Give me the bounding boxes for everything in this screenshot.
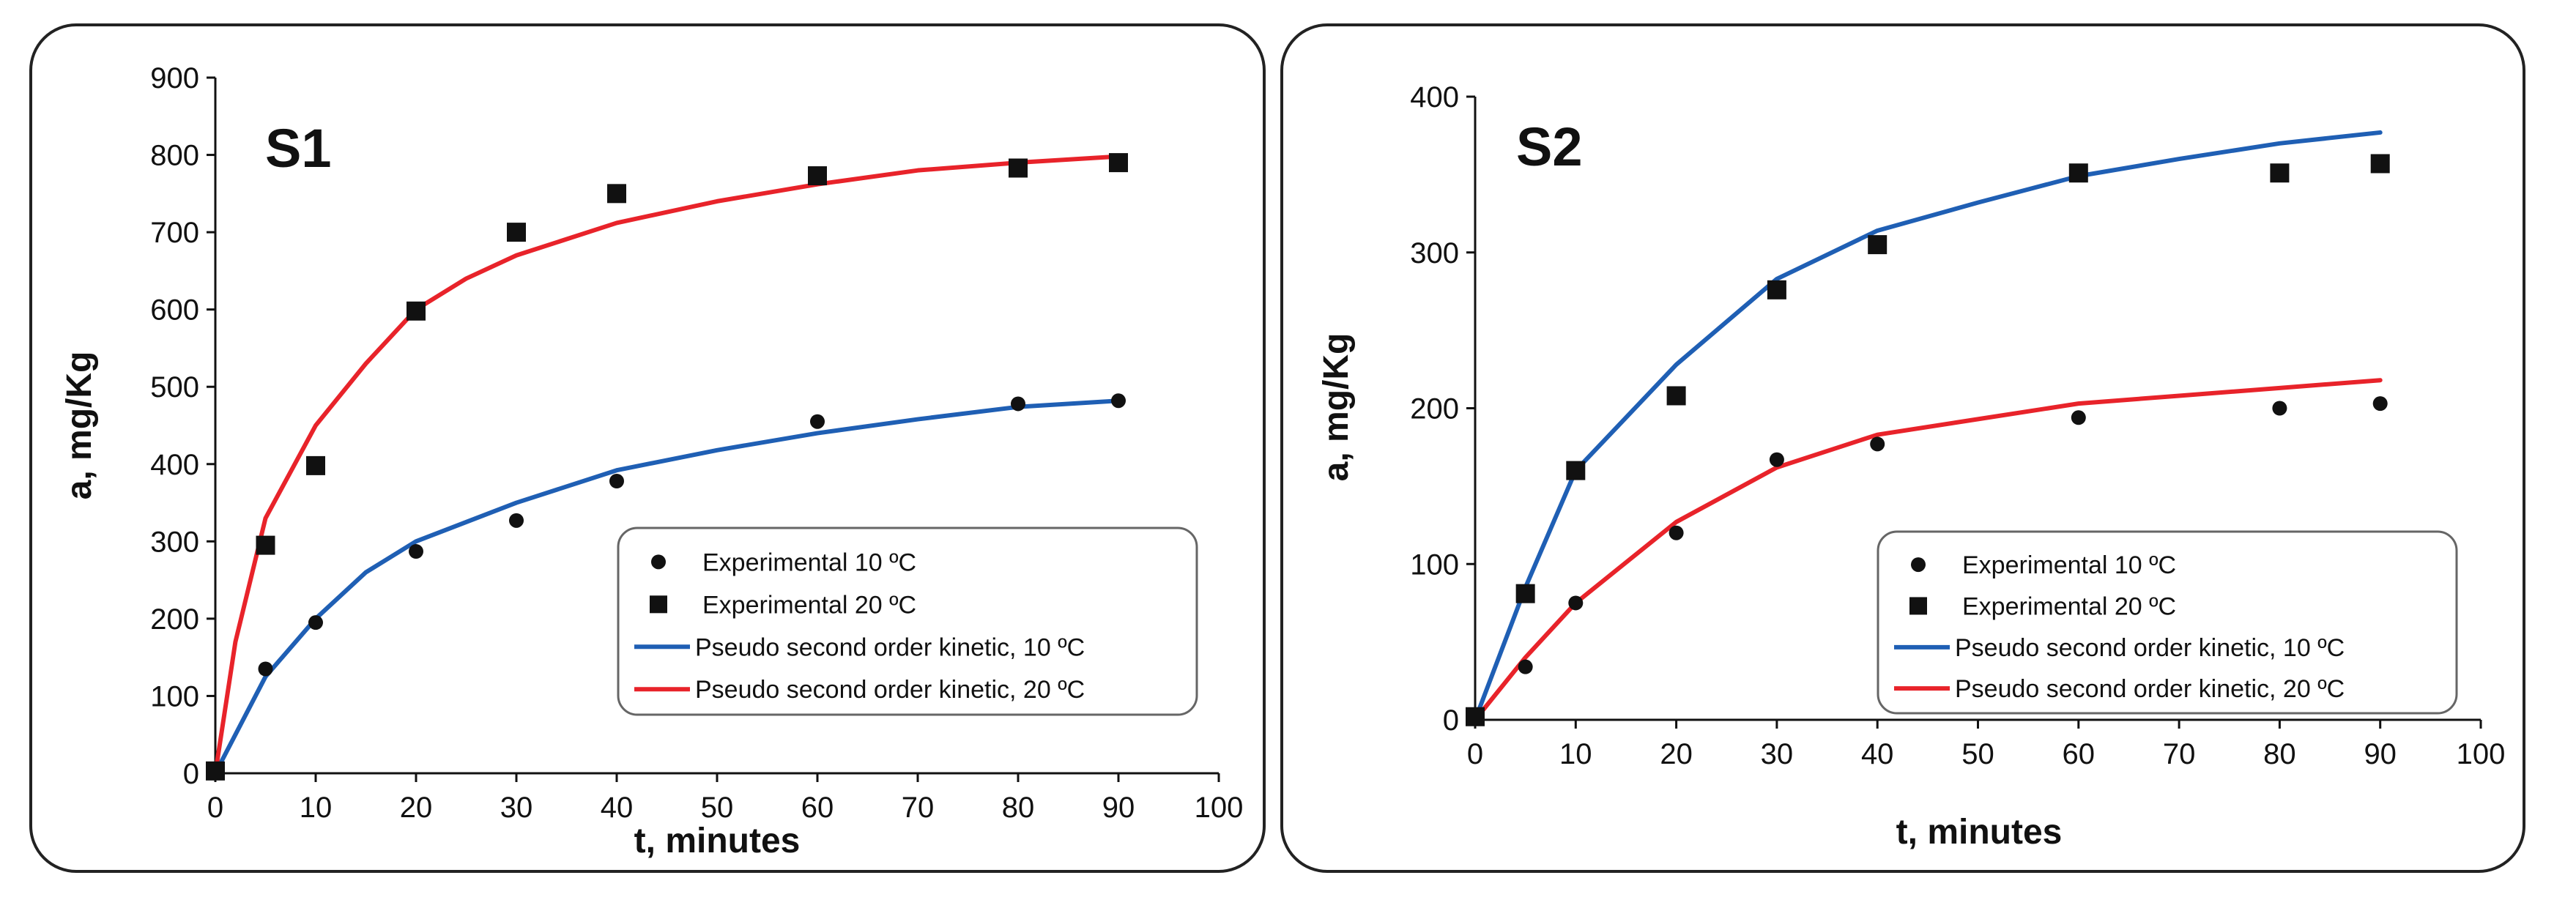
data-point-square (1666, 386, 1686, 406)
x-axis-title: t, minutes (1896, 813, 2063, 852)
y-tick-label: 200 (150, 603, 199, 636)
legend-box (1877, 530, 2458, 715)
y-tick-label: 0 (183, 758, 199, 790)
data-point-square (2270, 163, 2290, 183)
data-point-circle (1518, 659, 1533, 674)
legend-label: Pseudo second order kinetic, 10 ºC (695, 633, 1085, 661)
y-tick-label: 800 (150, 140, 199, 172)
chart-panel-s2: 0 10 20 30 40 50 60 70 80 90 100 0 100 200 300 400 t, mi… (1280, 23, 2525, 873)
data-point-circle (609, 474, 624, 488)
x-tick-label: 50 (701, 792, 734, 824)
legend-box (617, 526, 1198, 716)
legend-label: Pseudo second order kinetic, 20 ºC (695, 676, 1085, 704)
data-point-circle (1568, 595, 1584, 611)
data-point-square (206, 761, 225, 781)
x-tick-label: 0 (207, 792, 223, 824)
legend-label: Pseudo second order kinetic, 10 ºC (1955, 634, 2345, 662)
x-tick-label: 100 (1195, 792, 1244, 824)
panel-label-s1: S1 (265, 118, 332, 179)
y-tick-label: 400 (1410, 81, 1459, 114)
data-point-circle (509, 513, 524, 528)
x-tick-label: 90 (2364, 738, 2397, 770)
data-point-circle (1111, 393, 1126, 409)
y-tick-label: 0 (1443, 704, 1459, 737)
data-point-circle (2071, 410, 2086, 425)
data-point-square (2068, 163, 2088, 183)
legend-symbol-square (1909, 597, 1927, 615)
x-tick-label: 100 (2457, 738, 2506, 770)
y-tick-label: 600 (150, 294, 199, 327)
data-point-circle (1769, 452, 1784, 467)
x-tick-label: 70 (2163, 738, 2196, 770)
x-tick-label: 90 (1102, 792, 1135, 824)
data-point-square (507, 223, 526, 242)
panel-label-s2: S2 (1516, 116, 1583, 177)
x-tick-label: 60 (2063, 738, 2096, 770)
data-point-circle (2372, 396, 2388, 412)
x-tick-label: 40 (1861, 738, 1894, 770)
y-tick-label: 300 (150, 526, 199, 558)
data-point-circle (308, 615, 323, 630)
data-point-square (1515, 584, 1535, 603)
x-axis-title: t, minutes (634, 822, 801, 860)
data-point-circle (810, 414, 825, 429)
y-tick-label: 500 (150, 371, 199, 403)
series-line-red (1473, 378, 2383, 722)
x-tick-label: 20 (1660, 738, 1693, 770)
data-point-square (1566, 461, 1586, 480)
x-tick-label: 70 (902, 792, 935, 824)
y-tick-label: 700 (150, 217, 199, 249)
y-axis-title: a, mg/Kg (1317, 333, 1356, 482)
data-point-square (607, 184, 626, 204)
y-tick-label: 100 (150, 680, 199, 712)
data-point-square (1767, 280, 1786, 299)
legend-label: Experimental 20 ºC (1962, 592, 2176, 620)
x-tick-label: 80 (1002, 792, 1035, 824)
data-point-circle (258, 661, 273, 677)
chart-s2: 0 10 20 30 40 50 60 70 80 90 100 0 100 200 300 400 t, mi… (1317, 81, 2506, 852)
chart-panel-s1: 0 10 20 30 40 50 60 70 80 90 100 0 100 200 300 400 500 60… (29, 23, 1266, 873)
legend-label: Pseudo second order kinetic, 20 ºC (1955, 675, 2345, 703)
y-tick-label: 900 (150, 62, 199, 94)
x-tick-label: 50 (1961, 738, 1994, 770)
legend-label: Experimental 10 ºC (1962, 551, 2176, 579)
legend-label: Experimental 10 ºC (702, 548, 916, 576)
data-point-square (306, 455, 325, 475)
series-line-blue (213, 398, 1121, 775)
data-point-circle (1870, 436, 1885, 452)
x-tick-label: 80 (2263, 738, 2296, 770)
x-tick-label: 30 (1761, 738, 1794, 770)
data-point-square (407, 301, 426, 321)
y-tick-label: 100 (1410, 548, 1459, 581)
legend-symbol-square (650, 595, 667, 614)
data-point-square (808, 166, 827, 186)
data-point-circle (409, 544, 423, 559)
series-line-blue (1473, 130, 2383, 722)
data-point-circle (2272, 401, 2287, 416)
x-tick-label: 60 (801, 792, 834, 824)
x-tick-label: 40 (601, 792, 634, 824)
legend-symbol-circle (1911, 557, 1926, 573)
data-point-circle (1669, 525, 1684, 540)
data-point-circle (1011, 396, 1025, 412)
y-tick-label: 400 (150, 449, 199, 481)
data-point-square (1466, 707, 1485, 726)
legend-label: Experimental 20 ºC (702, 591, 916, 619)
y-tick-label: 300 (1410, 237, 1459, 269)
x-tick-label: 10 (300, 792, 333, 824)
y-tick-label: 200 (1410, 393, 1459, 425)
data-point-square (2370, 154, 2390, 174)
x-tick-label: 30 (500, 792, 533, 824)
data-point-square (1109, 153, 1128, 173)
x-tick-label: 10 (1559, 738, 1592, 770)
data-point-square (1868, 235, 1888, 255)
data-point-square (1009, 158, 1028, 178)
series-line-red (213, 154, 1121, 775)
y-axis-title: a, mg/Kg (60, 351, 99, 500)
legend-symbol-circle (651, 554, 666, 570)
x-tick-label: 20 (400, 792, 433, 824)
x-tick-label: 0 (1467, 738, 1483, 770)
data-point-square (256, 535, 275, 555)
chart-s1: 0 10 20 30 40 50 60 70 80 90 100 0 100 200 300 400 500 60… (60, 62, 1244, 860)
